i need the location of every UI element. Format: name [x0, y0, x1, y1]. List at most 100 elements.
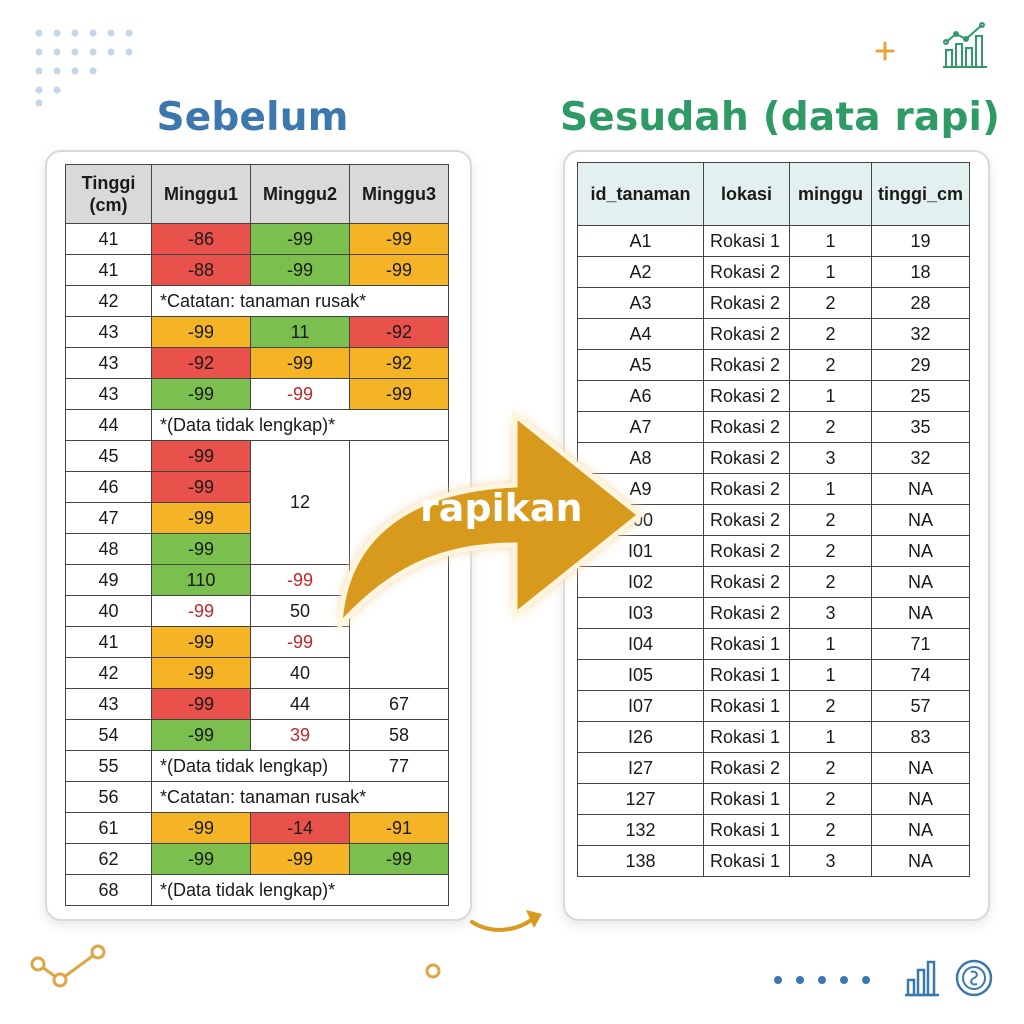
table-cell: 1 — [789, 380, 872, 412]
table-row: 47 -99 — [65, 502, 449, 534]
table-cell: -88 — [151, 254, 251, 286]
table-cell: 68 — [65, 874, 152, 906]
table-row: 43 -99 44 67 — [65, 688, 449, 720]
table-cell: A1 — [577, 225, 704, 257]
table-cell: 46 — [65, 471, 152, 503]
table-row: 42 *Catatan: tanaman rusak* — [65, 285, 449, 317]
before-title: Sebelum — [156, 95, 349, 140]
table-cell: -99 — [151, 595, 251, 627]
table-row: 41 -88 -99 -99 — [65, 254, 449, 286]
table-cell: Rokasi 1 — [703, 721, 790, 753]
table-cell: 42 — [65, 657, 152, 689]
after-title: Sesudah (data rapi) — [560, 95, 1001, 140]
table-row: I02 Rokasi 2 2 NA — [577, 566, 970, 598]
table-cell: -99 — [151, 316, 251, 348]
table-cell: Rokasi 2 — [703, 597, 790, 629]
table-cell: -99 — [151, 471, 251, 503]
table-cell: -99 — [151, 657, 251, 689]
note-cell: *Catatan: tanaman rusak* — [151, 781, 449, 813]
network-line-icon — [30, 944, 106, 988]
table-row: 54 -99 39 58 — [65, 719, 449, 751]
table-cell: 1 — [789, 256, 872, 288]
column-header: Minggu3 — [349, 164, 449, 224]
table-row: 46 -99 — [65, 471, 449, 503]
table-cell: Rokasi 2 — [703, 752, 790, 784]
table-cell: A5 — [577, 349, 704, 381]
table-cell: 1 — [789, 225, 872, 257]
table-cell: -99 — [151, 688, 251, 720]
table-row: 55 *(Data tidak lengkap) 77 — [65, 750, 449, 782]
table-cell: -14 — [250, 812, 350, 844]
table-cell: 3 — [789, 845, 872, 877]
table-row: 56 *Catatan: tanaman rusak* — [65, 781, 449, 813]
decorative-dot-grid — [35, 29, 133, 107]
table-cell: Rokasi 1 — [703, 814, 790, 846]
table-cell: -99 — [250, 223, 350, 255]
table-cell: -92 — [151, 347, 251, 379]
table-cell: 40 — [65, 595, 152, 627]
table-row: I07 Rokasi 1 2 57 — [577, 690, 970, 722]
table-cell: 61 — [65, 812, 152, 844]
table-cell: Rokasi 2 — [703, 380, 790, 412]
table-cell: 32 — [871, 318, 970, 350]
table-cell: 25 — [871, 380, 970, 412]
table-cell: 29 — [871, 349, 970, 381]
table-row: 42 -99 40 — [65, 657, 449, 689]
table-cell: 47 — [65, 502, 152, 534]
table-cell: I02 — [577, 566, 704, 598]
table-cell: -99 — [250, 843, 350, 875]
table-cell: 2 — [789, 504, 872, 536]
table-cell: 45 — [65, 440, 152, 472]
table-row: I01 Rokasi 2 2 NA — [577, 535, 970, 567]
table-row: 43 -92 -99 -92 — [65, 347, 449, 379]
table-cell: -99 — [349, 843, 449, 875]
table-cell: -99 — [151, 440, 251, 472]
table-cell: -86 — [151, 223, 251, 255]
table-cell: NA — [871, 814, 970, 846]
table-row: 127 Rokasi 1 2 NA — [577, 783, 970, 815]
table-cell: -99 — [151, 502, 251, 534]
table-cell: -99 — [151, 533, 251, 565]
table-header-row: Tinggi (cm) Minggu1 Minggu2 Minggu3 — [65, 164, 449, 224]
table-cell: I03 — [577, 597, 704, 629]
table-cell: 77 — [349, 750, 449, 782]
table-cell: 110 — [151, 564, 251, 596]
table-cell: -99 — [151, 626, 251, 658]
table-row: A8 Rokasi 2 3 32 — [577, 442, 970, 474]
table-cell: 127 — [577, 783, 704, 815]
table-cell: 41 — [65, 223, 152, 255]
table-cell: 2 — [789, 411, 872, 443]
table-cell: Rokasi 2 — [703, 535, 790, 567]
table-cell: A3 — [577, 287, 704, 319]
transform-arrow-icon — [337, 409, 645, 632]
column-header: Tinggi (cm) — [65, 164, 152, 224]
table-cell: A8 — [577, 442, 704, 474]
table-cell: 40 — [250, 657, 350, 689]
table-cell: I26 — [577, 721, 704, 753]
table-cell: -99 — [349, 254, 449, 286]
table-cell: 132 — [577, 814, 704, 846]
table-cell: 58 — [349, 719, 449, 751]
table-cell: NA — [871, 566, 970, 598]
table-cell: 11 — [250, 316, 350, 348]
table-cell: I05 — [577, 659, 704, 691]
table-cell: A4 — [577, 318, 704, 350]
column-header: Minggu2 — [250, 164, 350, 224]
table-row: 49 110 -99 — [65, 564, 449, 689]
table-cell: Rokasi 2 — [703, 349, 790, 381]
table-cell: 43 — [65, 347, 152, 379]
table-cell: 2 — [789, 814, 872, 846]
table-row: I05 Rokasi 1 1 74 — [577, 659, 970, 691]
table-cell: 67 — [349, 688, 449, 720]
coin-icon — [955, 959, 993, 997]
table-cell: -99 — [250, 564, 350, 596]
table-cell: 1 — [789, 473, 872, 505]
table-cell: 3 — [789, 597, 872, 629]
table-cell: -99 — [250, 626, 350, 658]
table-cell: Rokasi 2 — [703, 504, 790, 536]
table-row: A5 Rokasi 2 2 29 — [577, 349, 970, 381]
table-row: I26 Rokasi 1 1 83 — [577, 721, 970, 753]
table-cell: -92 — [349, 316, 449, 348]
table-row: 41 -99 -99 — [65, 626, 449, 658]
table-cell: NA — [871, 473, 970, 505]
